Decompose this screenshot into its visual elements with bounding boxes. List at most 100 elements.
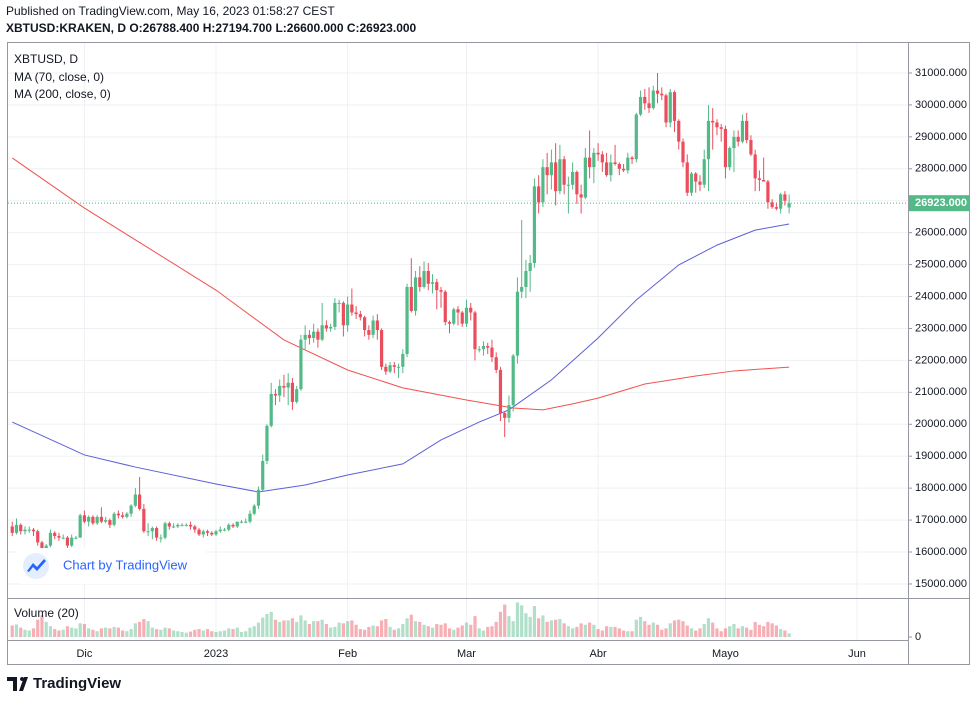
volume-bar (87, 628, 91, 637)
volume-bar (282, 620, 286, 637)
candle-body (341, 302, 345, 326)
candle-body (150, 528, 154, 532)
volume-bar (779, 629, 783, 637)
candle-body (617, 163, 621, 169)
candle-body (770, 202, 774, 208)
volume-bar (426, 626, 430, 637)
volume-bar (630, 631, 634, 637)
candle-body (87, 516, 91, 522)
volume-bar (371, 625, 375, 637)
candle-body (558, 159, 562, 192)
candle-body (498, 369, 503, 414)
volume-layer (10, 602, 791, 637)
volume-bar (40, 615, 44, 637)
volume-bar (10, 625, 14, 637)
x-tick-label: Mayo (712, 648, 739, 660)
y-tick-label: 25000.000 (915, 258, 967, 270)
volume-bar (227, 628, 231, 637)
volume-bar (473, 616, 477, 637)
volume-bar (447, 628, 452, 637)
volume-bar (469, 624, 473, 637)
candle-body (621, 168, 626, 171)
volume-bar (57, 630, 61, 637)
volume-bar (757, 624, 762, 637)
volume-bar (464, 622, 469, 637)
y-tick-label: 28000.000 (915, 163, 967, 175)
volume-bar (167, 628, 171, 637)
volume-bar (481, 630, 486, 637)
candle-body (464, 307, 469, 324)
volume-bar (626, 631, 630, 637)
volume-bar (273, 619, 278, 637)
volume-bar (329, 627, 333, 637)
candle-body (104, 520, 108, 522)
candle-body (205, 531, 210, 533)
volume-bar (558, 619, 562, 637)
watermark-box (16, 548, 206, 584)
volume-bar (299, 615, 303, 637)
candle-body (571, 171, 575, 185)
volume-bar (762, 626, 766, 637)
candle-body (749, 140, 753, 155)
candle-body (783, 194, 787, 201)
volume-bar (146, 621, 150, 637)
volume-bar (435, 624, 439, 637)
candle-body (430, 282, 435, 284)
candle-body (596, 152, 600, 155)
volume-bar (337, 622, 341, 637)
volume-bar (621, 630, 626, 637)
candle-body (583, 157, 587, 198)
candle-body (91, 516, 95, 524)
candle-body (23, 529, 27, 532)
candle-body (278, 385, 282, 396)
candle-body (108, 520, 112, 525)
candle-body (210, 532, 214, 535)
candle-body (346, 304, 350, 326)
volume-bar (379, 620, 384, 637)
volume-bar (515, 602, 520, 637)
candle-body (227, 524, 231, 530)
volume-bar (685, 625, 689, 637)
candle-body (125, 513, 129, 517)
x-tick-label: Jun (848, 648, 866, 660)
candle-body (99, 516, 103, 522)
candle-body (779, 194, 783, 209)
volume-bar (197, 629, 201, 637)
candle-body (167, 523, 171, 527)
y-tick-label: 20000.000 (915, 418, 967, 430)
volume-bar (638, 616, 643, 637)
legend-ma200: MA (200, close, 0) (14, 87, 111, 101)
last-price-label: 26923.000 (915, 197, 967, 209)
candle-body (265, 425, 269, 461)
volume-bar (728, 626, 732, 637)
candle-body (537, 186, 541, 203)
chart-frame (7, 42, 970, 665)
candle-body (82, 515, 87, 522)
candle-body (19, 524, 23, 532)
volume-bar (256, 622, 261, 637)
volume-bar (210, 631, 214, 637)
volume-bar (681, 621, 685, 637)
volume-bar (133, 623, 137, 637)
candle-body (171, 526, 176, 528)
candle-body (201, 531, 205, 535)
volume-bar (205, 629, 210, 637)
candle-body (753, 154, 757, 179)
candle-body (367, 330, 371, 335)
volume-bar (545, 621, 549, 637)
volume-bar (231, 629, 235, 637)
volume-bar (367, 626, 371, 637)
candle-body (316, 331, 320, 340)
volume-bar (99, 628, 103, 637)
candle-body (579, 194, 583, 198)
axis-layer: 15000.000 16000.000 17000.000 18000.000 1900… (76, 67, 969, 660)
volume-bar (418, 621, 422, 637)
candle-body (48, 532, 53, 546)
volume-bar (218, 631, 222, 637)
candle-body (244, 521, 248, 523)
volume-bar (150, 627, 154, 637)
volume-bar (672, 620, 677, 637)
y-tick-label: 16000.000 (915, 546, 967, 558)
candle-body (312, 331, 316, 339)
y-tick-label: 29000.000 (915, 131, 967, 143)
